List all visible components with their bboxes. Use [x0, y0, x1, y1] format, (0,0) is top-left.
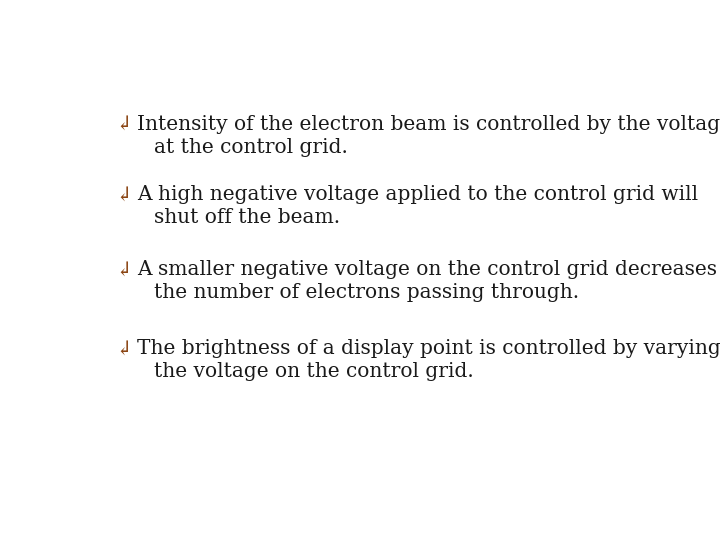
Text: shut off the beam.: shut off the beam.: [154, 208, 341, 227]
Text: The brightness of a display point is controlled by varying: The brightness of a display point is con…: [138, 339, 720, 358]
Text: at the control grid.: at the control grid.: [154, 138, 348, 157]
Text: the voltage on the control grid.: the voltage on the control grid.: [154, 362, 474, 381]
Text: Intensity of the electron beam is controlled by the voltage: Intensity of the electron beam is contro…: [138, 114, 720, 134]
Text: ↲: ↲: [115, 339, 132, 358]
Text: ↲: ↲: [115, 260, 132, 279]
Text: ↲: ↲: [115, 185, 132, 204]
FancyBboxPatch shape: [79, 57, 660, 489]
Text: the number of electrons passing through.: the number of electrons passing through.: [154, 283, 580, 302]
Text: A high negative voltage applied to the control grid will: A high negative voltage applied to the c…: [138, 185, 698, 204]
Text: A smaller negative voltage on the control grid decreases: A smaller negative voltage on the contro…: [138, 260, 717, 279]
Text: ↲: ↲: [115, 114, 132, 134]
